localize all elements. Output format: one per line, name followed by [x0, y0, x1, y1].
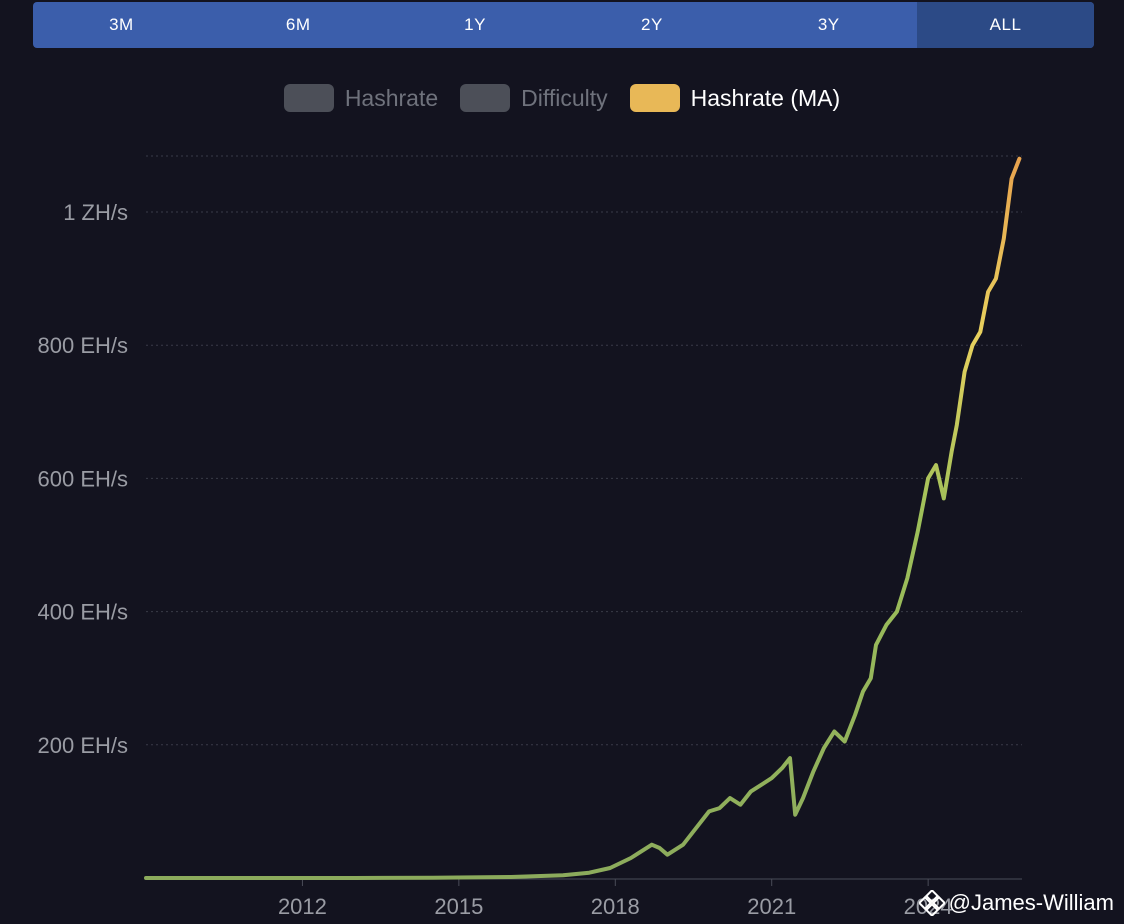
range-button-6m[interactable]: 6M [285, 15, 311, 34]
y-tick-label: 800 EH/s [38, 333, 129, 358]
legend-item-hashrate-ma[interactable]: Hashrate (MA) [629, 84, 841, 112]
x-tick-label: 2015 [434, 894, 483, 919]
watermark-text: @James-William [948, 890, 1114, 915]
x-tick-label: 2021 [747, 894, 796, 919]
legend-swatch [629, 84, 680, 112]
y-axis: 200 EH/s 400 EH/s 600 EH/s 800 EH/s 1 ZH/s [38, 200, 129, 758]
legend-label: Hashrate (MA) [690, 84, 841, 111]
grid-lines [146, 155, 1022, 746]
y-tick-label: 600 EH/s [38, 466, 129, 491]
y-tick-label: 1 ZH/s [63, 200, 128, 225]
range-button-1y[interactable]: 1Y [464, 15, 486, 34]
range-button-2y[interactable]: 2Y [641, 15, 663, 34]
binance-logo-icon [918, 890, 945, 916]
range-button-3m[interactable]: 3M [109, 15, 134, 34]
y-tick-label: 400 EH/s [38, 600, 129, 625]
legend-label: Difficulty [521, 84, 608, 111]
watermark: @James-William [918, 890, 1114, 916]
chart-legend: Hashrate Difficulty Hashrate (MA) [0, 84, 1124, 112]
legend-swatch [283, 84, 334, 112]
legend-item-difficulty[interactable]: Difficulty [460, 84, 608, 112]
series-group [144, 156, 1022, 880]
time-range-selector: 3M 6M 1Y 2Y 3Y ALL [33, 2, 1094, 48]
x-axis: 2012 2015 2018 2021 2024 [146, 878, 1022, 919]
y-tick-label: 200 EH/s [38, 733, 129, 758]
x-tick-label: 2012 [278, 894, 327, 919]
series-line-hashrate-ma [144, 156, 1022, 880]
range-button-all[interactable]: ALL [917, 2, 1094, 48]
legend-label: Hashrate [344, 84, 439, 111]
range-button-3y[interactable]: 3Y [817, 15, 840, 34]
x-tick-label: 2018 [591, 894, 640, 919]
legend-swatch [460, 84, 511, 112]
legend-item-hashrate[interactable]: Hashrate [283, 84, 439, 112]
